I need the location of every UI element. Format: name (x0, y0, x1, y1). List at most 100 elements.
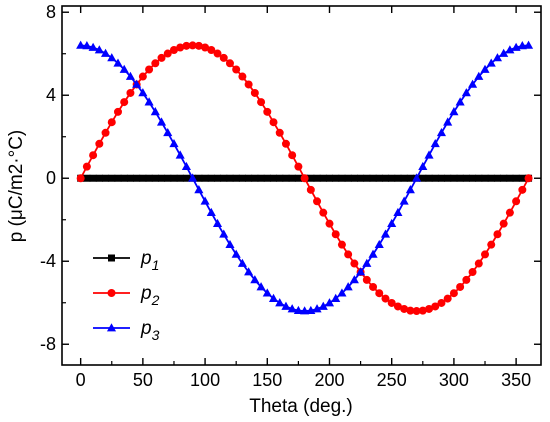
data-point-p3 (113, 58, 123, 67)
data-point-p3 (349, 275, 359, 284)
data-point-p1 (133, 174, 141, 182)
data-point-p1 (357, 174, 365, 182)
data-point-p3 (517, 41, 527, 50)
data-point-p2 (375, 289, 384, 298)
data-point-p2 (145, 65, 154, 74)
data-point-p3 (225, 239, 235, 249)
data-point-p1 (220, 174, 228, 182)
data-point-p2 (288, 151, 297, 160)
legend: p1 p2 p3 (93, 248, 160, 343)
data-point-p2 (487, 240, 496, 249)
data-point-p2 (281, 139, 290, 148)
data-point-p2 (462, 275, 471, 284)
data-point-p2 (306, 185, 315, 194)
data-point-p3 (324, 298, 335, 307)
data-point-p1 (394, 174, 402, 182)
y-tick-label: 8 (46, 2, 56, 22)
data-point-p1 (145, 174, 153, 182)
data-point-p1 (257, 174, 265, 182)
data-point-p3 (175, 150, 185, 159)
data-point-p1 (214, 174, 222, 182)
data-point-p1 (506, 174, 514, 182)
legend-marker (106, 323, 117, 332)
data-point-p2 (381, 294, 390, 303)
data-point-p1 (456, 174, 464, 182)
data-point-p3 (156, 117, 167, 126)
legend-item-p1: p1 (93, 248, 159, 273)
data-point-p3 (443, 117, 453, 126)
data-point-p2 (219, 53, 228, 62)
x-tick-label: 200 (314, 370, 344, 390)
data-point-p2 (443, 294, 452, 303)
data-point-p1 (469, 174, 477, 182)
data-point-p3 (268, 293, 279, 302)
data-point-p3 (107, 53, 117, 62)
data-point-p3 (219, 229, 229, 238)
data-point-p1 (437, 174, 445, 182)
data-point-p1 (375, 174, 383, 182)
data-point-p3 (455, 97, 465, 106)
data-point-p2 (126, 88, 135, 97)
y-tick-label: 4 (46, 85, 56, 105)
data-point-p2 (101, 128, 110, 137)
data-point-p3 (212, 218, 223, 228)
data-point-p3 (94, 45, 104, 54)
legend-label: p3 (140, 318, 160, 343)
data-point-p3 (188, 173, 198, 182)
data-point-p2 (437, 298, 446, 307)
data-point-p2 (412, 307, 421, 316)
data-point-p3 (374, 239, 384, 249)
legend-label: p2 (140, 283, 160, 308)
data-point-p2 (169, 45, 178, 54)
data-point-p1 (270, 174, 278, 182)
data-point-p2 (300, 174, 309, 183)
data-point-p2 (474, 259, 483, 268)
data-point-p2 (82, 162, 91, 171)
data-point-p2 (176, 43, 185, 52)
data-point-p2 (294, 162, 303, 171)
data-point-p3 (480, 64, 490, 73)
data-point-p3 (132, 79, 142, 88)
data-point-p1 (294, 174, 302, 182)
data-point-p1 (282, 174, 290, 182)
data-point-p3 (281, 301, 291, 310)
data-point-p3 (200, 196, 210, 205)
data-point-p1 (89, 174, 97, 182)
data-point-p3 (256, 282, 266, 291)
data-point-p3 (368, 249, 378, 258)
data-point-p3 (337, 288, 347, 297)
data-point-p3 (343, 282, 353, 291)
data-point-p3 (424, 150, 434, 159)
x-tick-label: 100 (190, 370, 220, 390)
data-point-p1 (462, 174, 470, 182)
data-point-p1 (431, 174, 439, 182)
data-point-p3 (430, 138, 440, 148)
legend-item-p3: p3 (93, 318, 160, 343)
data-point-p2 (418, 306, 427, 315)
data-point-p1 (176, 174, 184, 182)
data-point-p1 (518, 174, 526, 182)
data-point-p2 (512, 197, 521, 206)
data-point-p3 (468, 79, 478, 88)
data-point-p3 (163, 127, 173, 137)
data-point-p3 (125, 71, 135, 80)
data-point-p2 (95, 139, 104, 148)
series-layer (76, 40, 534, 316)
data-point-p1 (319, 174, 327, 182)
legend-marker (107, 289, 116, 297)
data-point-p2 (89, 151, 98, 160)
data-point-p3 (318, 301, 328, 310)
legend-marker (108, 254, 115, 262)
data-point-p1 (307, 174, 315, 182)
data-point-p2 (518, 185, 527, 194)
data-point-p2 (319, 208, 328, 217)
data-point-p2 (107, 118, 116, 127)
data-point-p2 (250, 88, 259, 97)
data-point-p2 (406, 306, 415, 315)
data-point-p2 (344, 250, 353, 259)
data-point-p2 (113, 107, 122, 116)
data-point-p1 (350, 174, 358, 182)
data-point-p1 (201, 174, 209, 182)
data-point-p2 (425, 304, 434, 313)
data-point-p1 (207, 174, 215, 182)
